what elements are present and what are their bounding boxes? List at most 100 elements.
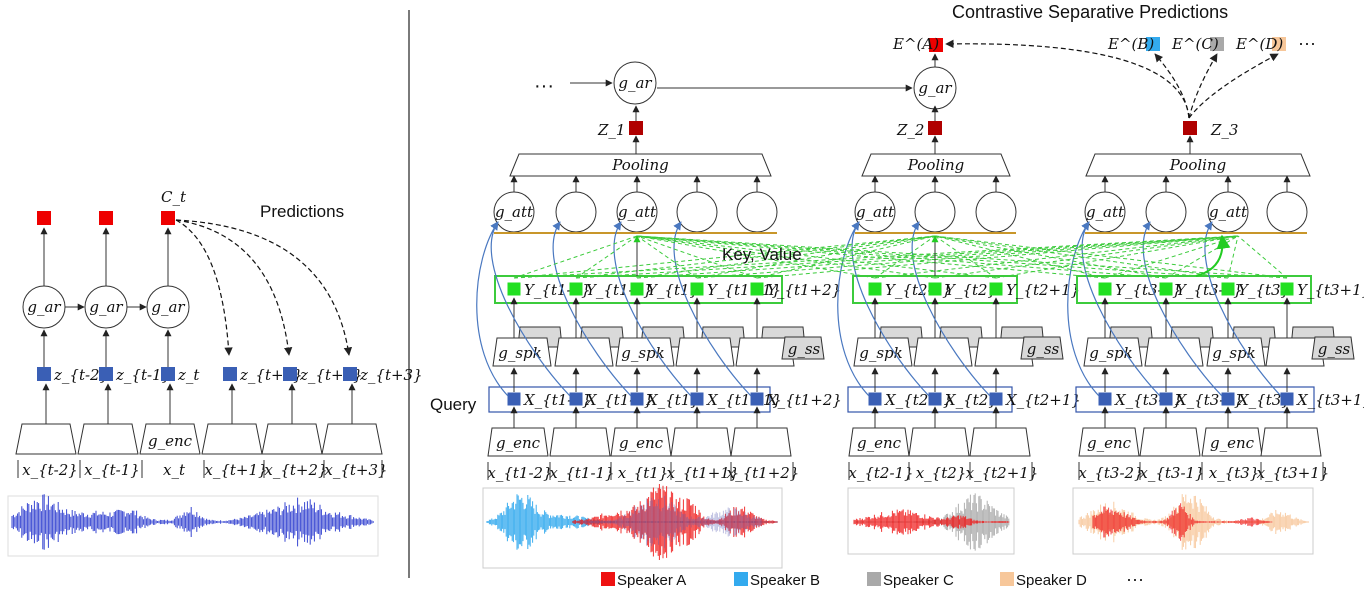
r-x-label-1-2: x_{t2+1} <box>966 464 1039 482</box>
x-square-2-2 <box>1221 392 1235 406</box>
r-x-label-2-2: x_{t3} <box>1209 464 1260 482</box>
legend-swatch-b <box>734 572 748 586</box>
g-ar-label-2: g_ar <box>151 298 185 316</box>
key-value-line-0-0 <box>513 235 638 279</box>
g-ar-label-0: g_ar <box>27 298 61 316</box>
r-x-label-2-1: x_{t3-1} <box>1139 464 1204 482</box>
r-x-label-2-0: x_{t3-2} <box>1078 464 1143 482</box>
xcap-label-0-2: X_{t1} <box>646 391 700 409</box>
query-arc-0-4 <box>673 221 752 397</box>
z-square-0 <box>629 121 643 135</box>
r-x-label-0-1: x_{t1-1} <box>549 464 614 482</box>
g-spk-box-0-1 <box>554 337 614 367</box>
g-att-circle-1-1 <box>914 191 956 233</box>
query-arc-1-2 <box>911 221 991 397</box>
y-square-2-1 <box>1159 282 1173 296</box>
r-x-label-0-3: x_{t1+1} <box>667 464 740 482</box>
x-square-1-1 <box>928 392 942 406</box>
prediction-arc-0 <box>175 219 233 356</box>
key-value-line-2-10 <box>1227 235 1239 279</box>
g-att-circle-2-1 <box>1145 191 1187 233</box>
g-att-label-2-0: g_att <box>1086 203 1125 221</box>
pooling-label-0: Pooling <box>611 156 668 174</box>
query-arc-0-1 <box>490 221 571 397</box>
xcap-label-2-2: X_{t3} <box>1237 391 1291 409</box>
e-d-square <box>1272 37 1286 51</box>
x-label-3: x_{t+1} <box>204 461 267 479</box>
pred-arc-b <box>1154 53 1190 119</box>
top-g-ar-label-0: g_ar <box>618 74 652 92</box>
z-square-2 <box>161 367 175 381</box>
legend-item-d: Speaker D <box>1016 572 1087 589</box>
y-label-2-3: Y_{t3+1} <box>1297 281 1364 299</box>
x-square-1-0 <box>868 392 882 406</box>
pooling-box-0 <box>509 153 772 177</box>
legend-ellipsis: ··· <box>1126 569 1144 589</box>
x-square-0-2 <box>630 392 644 406</box>
ct-label: C_t <box>161 188 187 206</box>
pooling-label-1: Pooling <box>907 156 964 174</box>
r-g-enc-label-2-0: g_enc <box>1087 434 1132 452</box>
r-x-label-2-3: x_{t3+1} <box>1257 464 1330 482</box>
y-square-0-1 <box>569 282 583 296</box>
pred-arc-a <box>945 39 1190 119</box>
z-square-4 <box>283 367 297 381</box>
key-value-line-1-1 <box>575 235 936 279</box>
encoder-trapezoid-1 <box>77 423 139 455</box>
z-square-0 <box>37 367 51 381</box>
g-att-label-1-0: g_att <box>856 203 895 221</box>
legend-swatch-c <box>867 572 881 586</box>
top-g-ar-label-1: g_ar <box>918 79 952 97</box>
legend-swatch-a <box>601 572 615 586</box>
query-label: Query <box>430 395 477 414</box>
y-square-2-0 <box>1098 282 1112 296</box>
encoder-trapezoid-3 <box>201 423 263 455</box>
y-label-2-2: Y_{t3} <box>1238 281 1290 299</box>
waveform-0-speaker-a <box>572 484 778 560</box>
z-square-1 <box>99 367 113 381</box>
kv-solid-arrow-2 <box>1195 234 1231 277</box>
key-value-line-2-4 <box>756 235 1239 279</box>
e-b-square <box>1146 37 1160 51</box>
z-square-2 <box>1183 121 1197 135</box>
z-label-2: Z_2 <box>896 121 924 139</box>
x-label-1: x_{t-1} <box>84 461 140 479</box>
g-spk-label-0-0: g_spk <box>498 344 542 362</box>
e-label-b: E^(B) <box>1107 35 1154 53</box>
z-square-1 <box>928 121 942 135</box>
g-att-circle-0-4 <box>736 191 778 233</box>
key-value-line-2-9 <box>1165 235 1239 279</box>
r-g-enc-label-0-1: g_enc <box>619 434 664 452</box>
e-c-square <box>1210 37 1224 51</box>
x-frame-0 <box>488 386 771 413</box>
top-ellipsis: ··· <box>534 75 554 97</box>
top-g-ar-circle-0 <box>613 61 657 105</box>
xcap-label-2-3: X_{t3+1} <box>1296 391 1364 409</box>
g-att-circle-2-3 <box>1266 191 1308 233</box>
query-arc-2-1 <box>1081 221 1161 397</box>
xcap-label-0-4: X_{t1+2} <box>766 391 842 409</box>
x-square-2-1 <box>1159 392 1173 406</box>
xcap-label-1-0: X_{t2-1} <box>884 391 952 409</box>
xcap-label-1-1: X_{t2} <box>944 391 998 409</box>
y-square-0-4 <box>750 282 764 296</box>
r-encoder-2-1 <box>1139 427 1201 457</box>
query-arc-1-0 <box>837 221 870 397</box>
key-value-line-1-3 <box>696 235 936 279</box>
r-x-label-1-0: x_{t2-1} <box>848 464 913 482</box>
pooling-label-2: Pooling <box>1169 156 1226 174</box>
legend-item-b: Speaker B <box>750 572 820 589</box>
encoder-trapezoid-5 <box>321 423 383 455</box>
r-g-enc-label-0-0: g_enc <box>496 434 541 452</box>
prediction-arc-2 <box>175 219 353 356</box>
e-label-d: E^(D) <box>1235 35 1283 53</box>
x-label-4: x_{t+2} <box>264 461 327 479</box>
g-att-label-0-0: g_att <box>495 203 534 221</box>
z-square-3 <box>223 367 237 381</box>
y-square-0-3 <box>690 282 704 296</box>
g-spk-box-1-0 <box>853 337 913 367</box>
query-arc-0-3 <box>613 221 692 397</box>
y-square-2-2 <box>1221 282 1235 296</box>
legend: Speaker A Speaker B Speaker C Speaker D … <box>601 569 1144 589</box>
r-encoder-0-1 <box>549 427 611 457</box>
